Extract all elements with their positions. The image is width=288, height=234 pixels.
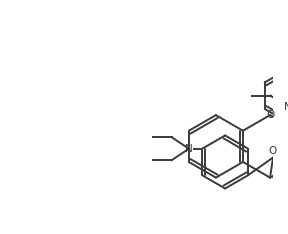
Text: O: O: [269, 146, 277, 156]
Text: N: N: [284, 102, 288, 112]
Text: N: N: [185, 144, 193, 154]
Text: O: O: [266, 110, 274, 120]
